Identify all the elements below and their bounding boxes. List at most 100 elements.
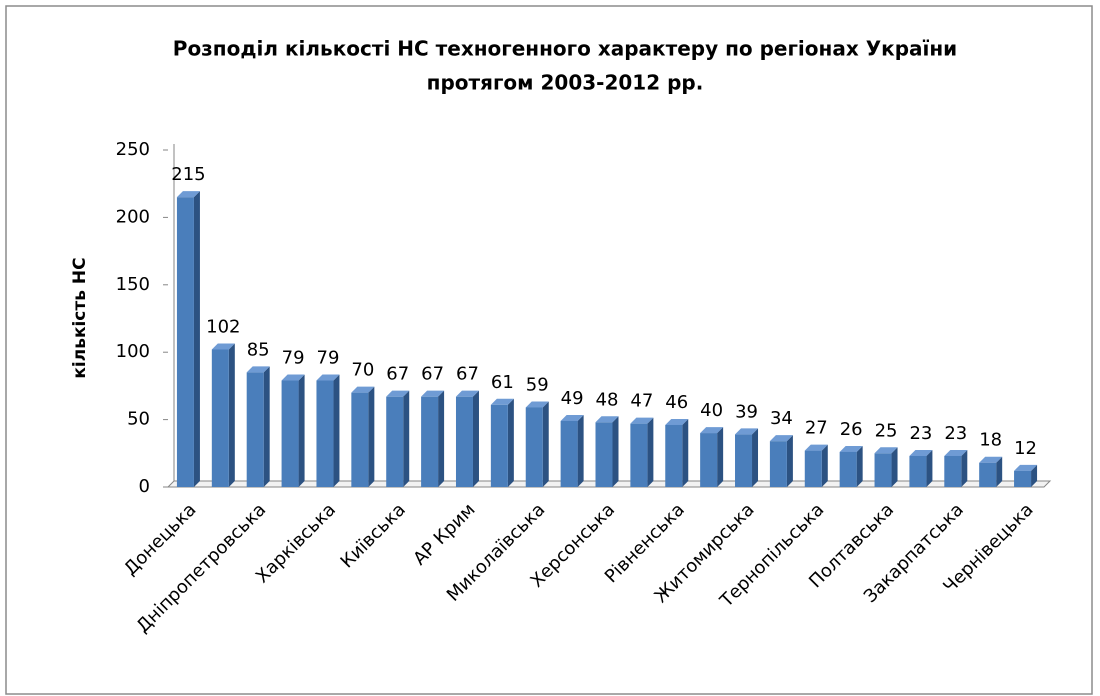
data-label: 215 [171,164,205,185]
y-tick-label: 0 [139,476,150,497]
bar-top [874,447,898,454]
bar-side [717,427,724,487]
bar-top [909,449,933,456]
bar-top [769,435,793,442]
bar [386,396,404,487]
bar [909,455,927,487]
bar-top [1014,464,1038,471]
bar-side [961,449,968,487]
data-label: 59 [526,374,549,395]
bar [316,380,334,487]
bar-top [560,414,584,421]
bar [246,372,264,487]
bar-side [926,449,933,487]
bar-top [281,374,305,381]
bar-side [228,343,235,487]
bar-side [298,374,305,487]
data-label: 39 [735,401,758,422]
bar [176,197,194,487]
bar-side [752,428,759,487]
data-label: 102 [206,317,240,338]
bar-side [647,417,654,487]
bar-side [821,444,828,487]
data-label: 85 [247,339,270,360]
chart-title: протягом 2003-2012 рр. [427,71,704,95]
bar [490,404,508,487]
bar-top [421,390,445,397]
data-label: 40 [700,400,723,421]
bar [560,420,578,487]
y-tick-label: 50 [127,409,150,430]
bar-top [386,390,410,397]
bar [874,453,892,487]
bar [281,380,299,487]
y-tick-label: 150 [116,274,150,295]
bar-top [490,398,514,405]
bar [1014,470,1032,487]
bar [595,422,613,487]
data-label: 67 [456,364,479,385]
bar-side [333,374,340,487]
data-label: 67 [421,364,444,385]
y-tick-label: 250 [116,139,150,160]
bar-side [577,414,584,487]
data-label: 18 [979,430,1002,451]
bar [630,423,648,487]
bar-side [403,390,410,487]
data-label: 61 [491,372,514,393]
bar-side [856,445,863,487]
bar-top [979,456,1003,463]
bar [979,462,997,487]
data-label: 70 [351,360,374,381]
data-label: 48 [596,389,619,410]
y-tick-label: 100 [116,341,150,362]
bar [525,407,543,487]
bar-top [804,444,828,451]
bar-top [595,416,619,423]
y-axis-label: кількість НС [70,257,90,378]
bar-top [351,386,375,393]
bar-side [193,191,200,487]
data-label: 25 [875,420,898,441]
data-label: 79 [282,348,305,369]
bar-top [211,343,235,350]
bar-side [682,418,689,487]
data-label: 79 [317,348,340,369]
data-label: 23 [909,423,932,444]
bar-top [735,428,759,435]
bar-top [839,445,863,452]
bar [421,396,439,487]
bar [769,441,787,487]
data-label: 47 [630,391,653,412]
bar-top [944,449,968,456]
bar-top [665,418,689,425]
bar-side [996,456,1003,487]
bar [211,349,229,487]
bar [944,455,962,487]
y-tick-label: 200 [116,206,150,227]
bar [351,392,369,487]
bar [839,451,857,487]
bar-side [438,390,445,487]
data-label: 12 [1014,438,1037,459]
bar-side [612,416,619,487]
bar-top [455,390,479,397]
bar-side [472,390,479,487]
bar-top [316,374,340,381]
bar [665,424,683,487]
data-label: 27 [805,418,828,439]
bar-side [1031,464,1038,487]
data-label: 34 [770,408,793,429]
data-label: 26 [840,419,863,440]
bar-side [368,386,375,487]
bar-top [525,401,549,408]
data-label: 67 [386,364,409,385]
bar-top [246,366,270,373]
bar [735,434,753,487]
data-label: 49 [561,388,584,409]
chart-title: Розподіл кількості НС техногенного харак… [173,37,957,61]
bar-side [891,447,898,487]
bar-side [786,435,793,487]
bar [455,396,473,487]
